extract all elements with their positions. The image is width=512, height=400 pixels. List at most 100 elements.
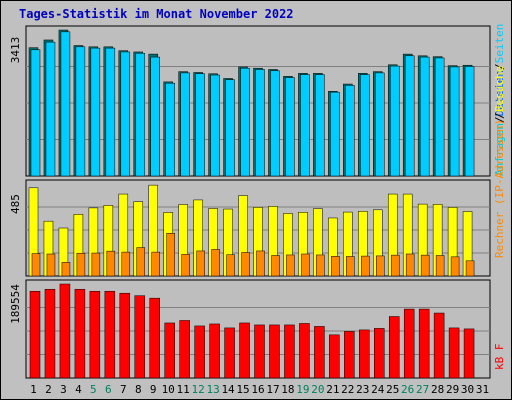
x-tick-label-24: 24 bbox=[371, 383, 385, 396]
bar-rechner-2 bbox=[46, 253, 56, 277]
bar-dateien-6 bbox=[105, 47, 116, 177]
bar-dateien-11 bbox=[180, 72, 190, 177]
bar-dateien-2 bbox=[45, 41, 56, 177]
x-tick-label-22: 22 bbox=[341, 383, 354, 396]
legend-visits-part: Besuche bbox=[493, 66, 506, 112]
legend-hits-part: Anfragen bbox=[493, 123, 506, 176]
x-tick-label-7: 7 bbox=[120, 383, 127, 396]
bar-dateien-18 bbox=[285, 77, 295, 177]
legend-visits: Rechner (IP-Adressen)/Besuche bbox=[493, 66, 506, 258]
bar-kbf-25 bbox=[388, 316, 400, 379]
bar-rechner-5 bbox=[91, 252, 101, 277]
bar-kbf-2 bbox=[44, 288, 56, 379]
bar-rechner-19 bbox=[301, 253, 310, 277]
bar-kbf-21 bbox=[329, 334, 340, 379]
legend-kbytes-part: kB F bbox=[493, 344, 506, 371]
bar-rechner-26 bbox=[405, 253, 415, 277]
bar-kbf-16 bbox=[254, 324, 265, 379]
x-tick-label-18: 18 bbox=[281, 383, 294, 396]
bar-rechner-30 bbox=[465, 260, 475, 277]
x-tick-label-29: 29 bbox=[446, 383, 459, 396]
bar-kbf-10 bbox=[164, 322, 175, 379]
legend-hits: Anfragen/Dateien/Seiten bbox=[493, 24, 506, 176]
bar-dateien-25 bbox=[389, 65, 400, 177]
bar-dateien-26 bbox=[404, 55, 415, 177]
x-tick-label-13: 13 bbox=[206, 383, 219, 396]
x-tick-label-11: 11 bbox=[177, 383, 190, 396]
bar-rechner-11 bbox=[181, 254, 190, 277]
bar-rechner-13 bbox=[211, 249, 220, 277]
bar-rechner-28 bbox=[435, 255, 445, 277]
bar-kbf-23 bbox=[359, 329, 370, 379]
legend-hits-part: Seiten bbox=[493, 24, 506, 64]
legend-kbytes: kB F bbox=[493, 344, 506, 371]
x-tick-label-20: 20 bbox=[311, 383, 324, 396]
bar-kbf-6 bbox=[104, 290, 116, 379]
bar-rechner-22 bbox=[346, 256, 355, 277]
bar-rechner-14 bbox=[226, 254, 235, 277]
x-tick-label-28: 28 bbox=[431, 383, 444, 396]
bar-rechner-27 bbox=[420, 254, 430, 277]
bar-kbf-27 bbox=[418, 308, 430, 379]
bar-dateien-8 bbox=[135, 52, 146, 177]
x-tick-label-30: 30 bbox=[461, 383, 474, 396]
bar-rechner-24 bbox=[376, 255, 385, 277]
chart-title: Tages-Statistik im Monat November 2022 bbox=[19, 7, 294, 21]
bar-dateien-14 bbox=[225, 79, 235, 177]
y-max-label-visits: 485 bbox=[9, 194, 22, 214]
bar-kbf-15 bbox=[239, 322, 250, 379]
bar-rechner-25 bbox=[390, 254, 400, 277]
bar-dateien-4 bbox=[75, 46, 86, 177]
bar-rechner-16 bbox=[256, 250, 265, 277]
bar-dateien-16 bbox=[255, 69, 265, 177]
x-tick-label-15: 15 bbox=[236, 383, 249, 396]
x-tick-label-31: 31 bbox=[476, 383, 489, 396]
x-tick-label-10: 10 bbox=[162, 383, 175, 396]
bar-rechner-4 bbox=[76, 252, 86, 277]
bar-rechner-3 bbox=[61, 262, 71, 277]
bar-rechner-21 bbox=[331, 256, 340, 277]
bar-kbf-12 bbox=[194, 325, 205, 379]
bar-dateien-29 bbox=[449, 66, 460, 177]
x-tick-label-4: 4 bbox=[75, 383, 82, 396]
bar-rechner-23 bbox=[361, 255, 370, 277]
x-tick-label-2: 2 bbox=[45, 383, 52, 396]
bar-dateien-21 bbox=[330, 91, 340, 177]
x-tick-label-27: 27 bbox=[416, 383, 429, 396]
bar-kbf-18 bbox=[284, 324, 295, 379]
x-tick-label-6: 6 bbox=[105, 383, 112, 396]
legend-hits-part: / bbox=[493, 116, 506, 123]
bar-dateien-9 bbox=[150, 56, 160, 177]
bar-kbf-9 bbox=[149, 297, 160, 379]
bar-kbf-17 bbox=[269, 324, 280, 379]
x-tick-label-5: 5 bbox=[90, 383, 97, 396]
bar-dateien-28 bbox=[434, 57, 445, 177]
bar-rechner-20 bbox=[316, 254, 325, 277]
bar-dateien-5 bbox=[90, 47, 101, 177]
bar-kbf-1 bbox=[29, 290, 41, 379]
bar-rechner-29 bbox=[450, 256, 460, 277]
bar-dateien-12 bbox=[195, 73, 205, 177]
bar-dateien-30 bbox=[464, 66, 475, 177]
bar-kbf-26 bbox=[403, 308, 415, 379]
bar-dateien-13 bbox=[210, 74, 220, 177]
y-max-label-hits: 3413 bbox=[9, 37, 22, 64]
bar-rechner-6 bbox=[106, 250, 116, 277]
x-tick-label-1: 1 bbox=[30, 383, 37, 396]
bar-kbf-5 bbox=[89, 290, 101, 379]
bar-kbf-3 bbox=[59, 283, 71, 379]
bar-dateien-20 bbox=[315, 74, 325, 177]
x-tick-label-21: 21 bbox=[326, 383, 339, 396]
x-tick-label-17: 17 bbox=[266, 383, 279, 396]
bar-rechner-17 bbox=[271, 255, 280, 277]
x-tick-label-14: 14 bbox=[221, 383, 235, 396]
bar-kbf-22 bbox=[344, 331, 355, 379]
bar-kbf-24 bbox=[374, 328, 385, 379]
bar-kbf-28 bbox=[433, 312, 445, 379]
y-max-label-kbytes: 189554 bbox=[9, 284, 22, 324]
bar-kbf-14 bbox=[224, 327, 235, 379]
bar-dateien-17 bbox=[270, 70, 280, 177]
bar-kbf-13 bbox=[209, 323, 220, 379]
bar-kbf-4 bbox=[74, 288, 86, 379]
bar-kbf-8 bbox=[134, 295, 146, 379]
